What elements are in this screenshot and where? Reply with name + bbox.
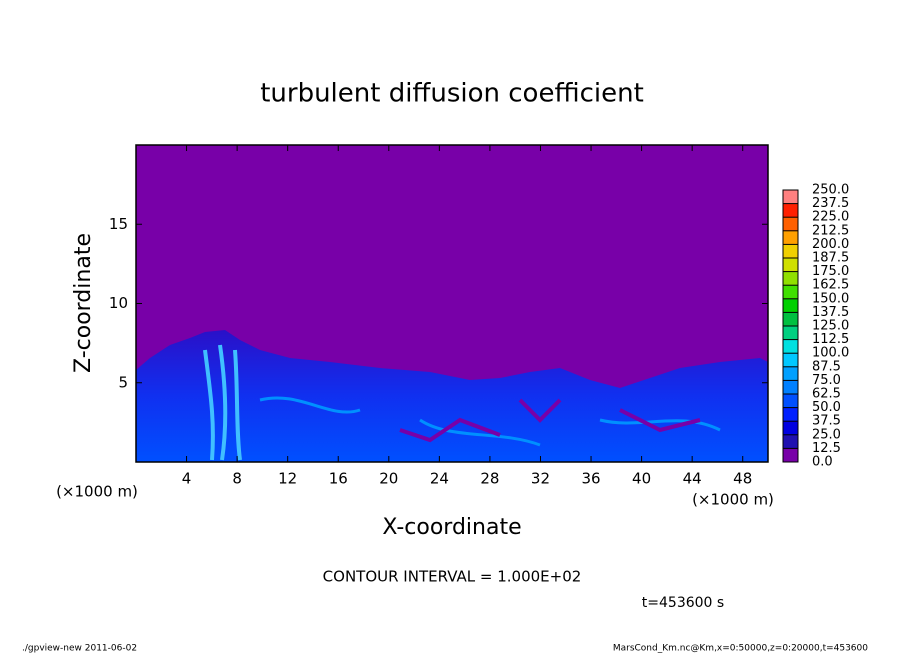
- colorbar-label: 12.5: [812, 441, 841, 456]
- colorbar-box: [783, 421, 798, 435]
- quiet-patch: [399, 398, 701, 443]
- colorbar-label: 187.5: [812, 251, 849, 266]
- colorbar-label: 125.0: [812, 319, 849, 334]
- x-tick-label: 28: [480, 470, 499, 488]
- y-axis-label: Z-coordinate: [71, 233, 96, 373]
- colorbar-box: [783, 258, 798, 272]
- colorbar-box: [783, 434, 798, 449]
- colorbar-box: [783, 217, 798, 231]
- colorbar-box: [783, 285, 798, 299]
- colorbar-label: 212.5: [812, 223, 849, 238]
- colorbar-label: 37.5: [812, 414, 841, 429]
- colorbar-box: [783, 298, 798, 313]
- contour-interval: CONTOUR INTERVAL = 1.000E+02: [323, 568, 582, 586]
- y-tick-label: 5: [118, 373, 128, 391]
- colorbar-box: [783, 448, 798, 462]
- colorbar-box: [783, 394, 798, 408]
- chart-title: turbulent diffusion coefficient: [260, 79, 644, 109]
- footer-left: ./gpview-new 2011-06-02: [22, 644, 137, 654]
- colorbar-label: 137.5: [812, 305, 849, 320]
- time-label: t=453600 s: [642, 595, 724, 611]
- colorbar-box: [783, 339, 798, 354]
- y-multiplier: (×1000 m): [692, 491, 774, 509]
- plume: [203, 344, 242, 461]
- x-tick-label: 24: [430, 470, 449, 488]
- x-tick-label: 8: [232, 470, 242, 488]
- footer-right: MarsCond_Km.nc@Km,x=0:50000,z=0:20000,t=…: [613, 644, 868, 654]
- colorbar-label: 75.0: [812, 373, 841, 388]
- colorbar-box: [783, 244, 798, 258]
- colorbar-label: 200.0: [812, 237, 849, 252]
- x-tick-label: 40: [632, 470, 651, 488]
- x-tick-label: 20: [379, 470, 398, 488]
- colorbar-box: [783, 312, 798, 326]
- x-multiplier: (×1000 m): [56, 483, 138, 501]
- colorbar-label: 250.0: [812, 183, 849, 198]
- x-tick-label: 4: [182, 470, 192, 488]
- colorbar-box: [783, 353, 798, 367]
- colorbar-box: [783, 203, 798, 218]
- colorbar-box: [783, 271, 798, 286]
- turbulent-layer: [136, 330, 768, 462]
- colorbar-label: 112.5: [812, 332, 849, 347]
- field: [136, 145, 768, 462]
- eddy: [259, 396, 721, 447]
- x-tick-label: 32: [531, 470, 550, 488]
- colorbar-box: [783, 407, 798, 422]
- colorbar-label: 237.5: [812, 196, 849, 211]
- x-tick-label: 12: [278, 470, 297, 488]
- colorbar-label: 62.5: [812, 387, 841, 402]
- y-tick-label: 15: [109, 215, 128, 233]
- colorbar-label: 87.5: [812, 359, 841, 374]
- colorbar-label: 50.0: [812, 400, 841, 415]
- x-tick-label: 48: [733, 470, 752, 488]
- y-tick-label: 10: [109, 294, 128, 312]
- colorbar-label: 100.0: [812, 346, 849, 361]
- colorbar-label: 150.0: [812, 291, 849, 306]
- colorbar-label: 25.0: [812, 427, 841, 442]
- colorbar-box: [783, 326, 798, 340]
- colorbar-label: 175.0: [812, 264, 849, 279]
- colorbar-label: 0.0: [812, 455, 833, 470]
- colorbar-box: [783, 366, 798, 381]
- colorbar-box: [783, 190, 798, 204]
- colorbar-label: 225.0: [812, 210, 849, 225]
- colorbar-box: [783, 380, 798, 394]
- x-tick-label: 44: [683, 470, 702, 488]
- x-axis-label: X-coordinate: [382, 515, 521, 540]
- colorbar-label: 162.5: [812, 278, 849, 293]
- x-tick-label: 36: [581, 470, 600, 488]
- colorbar-box: [783, 230, 798, 245]
- x-tick-label: 16: [329, 470, 348, 488]
